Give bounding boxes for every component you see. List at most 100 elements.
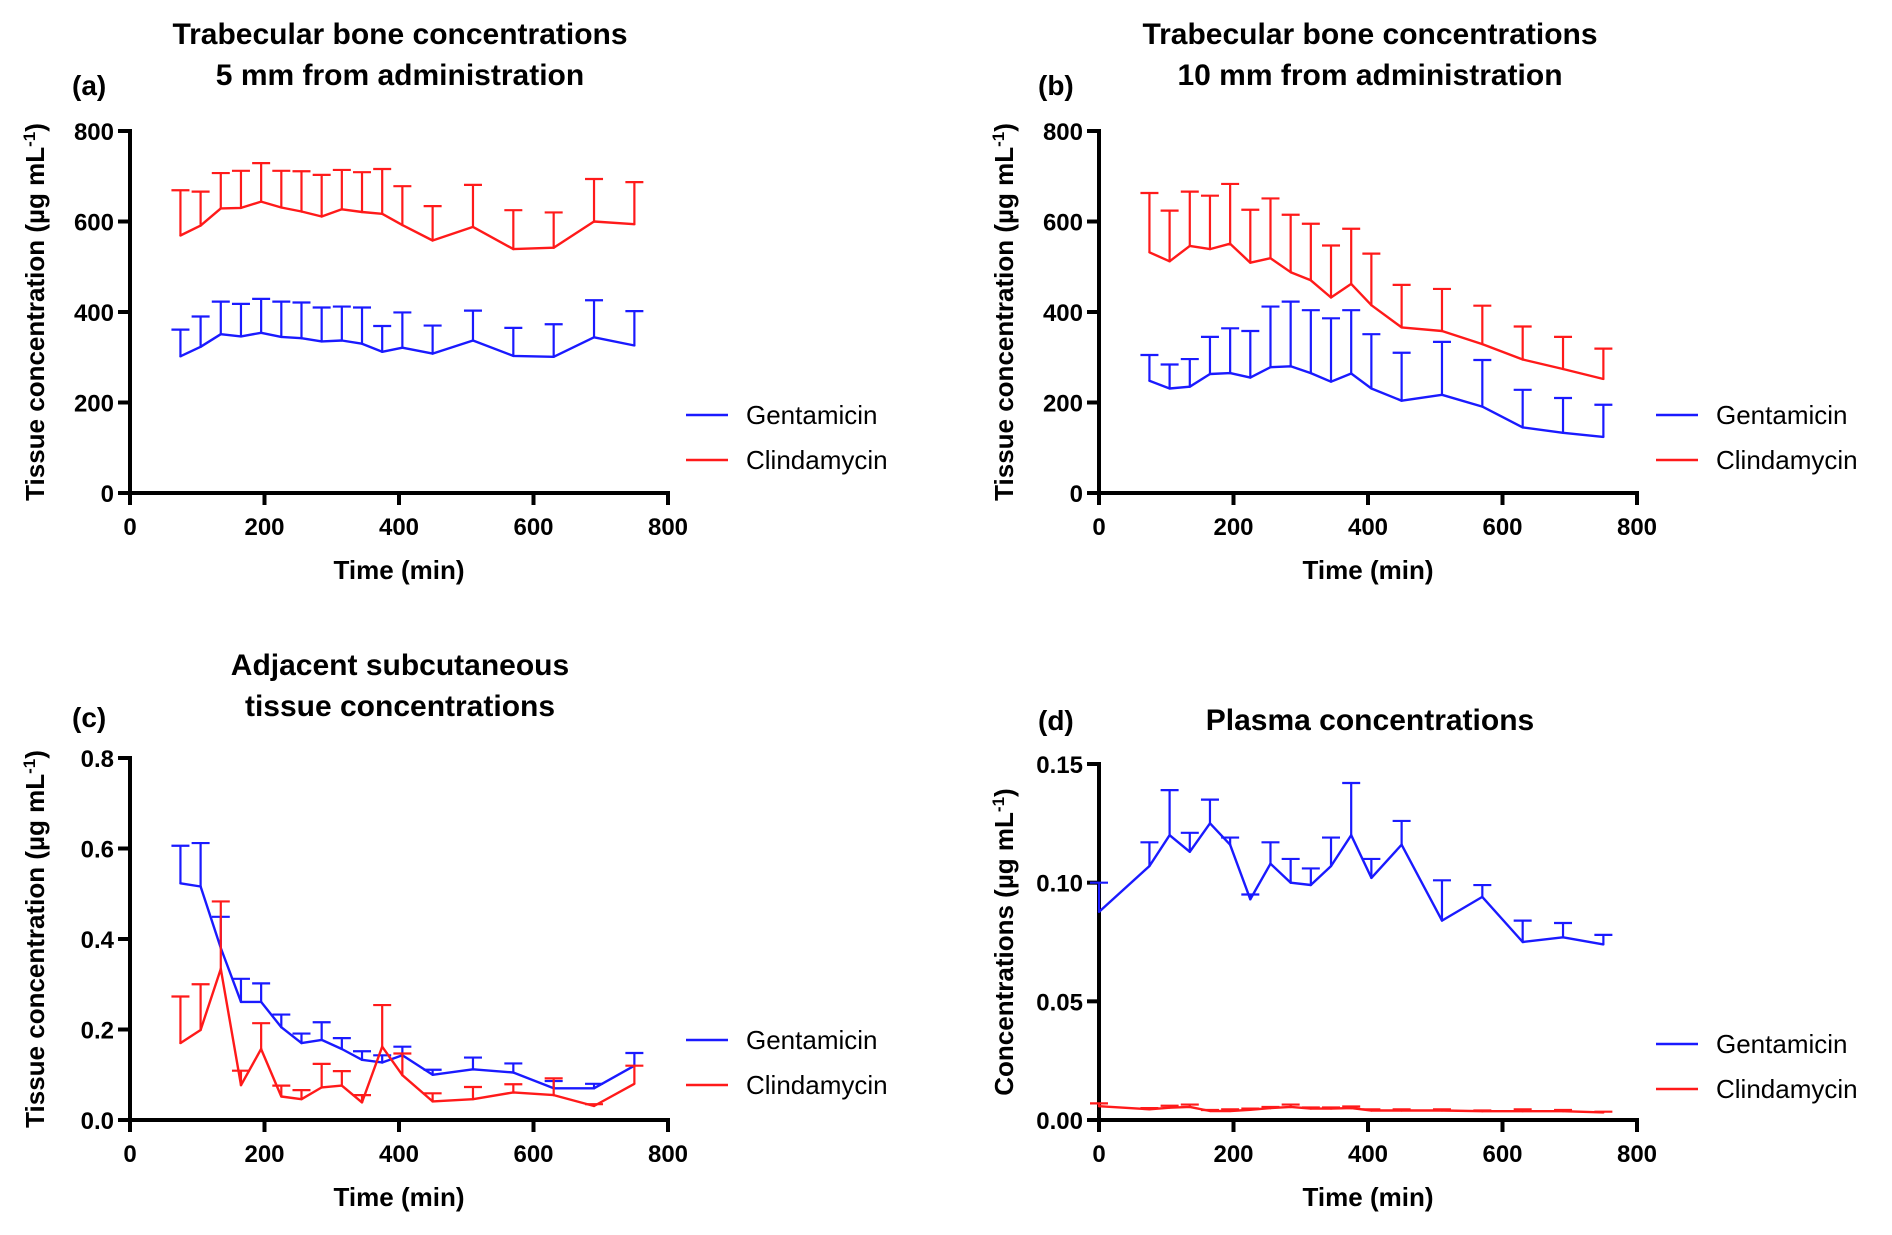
series-gentamicin (171, 297, 644, 358)
chart-title: Trabecular bone concentrations (1142, 18, 1597, 51)
chart-panel-b: Trabecular bone concentrations 10 mm from… (989, 18, 1858, 585)
data-point (1370, 1109, 1373, 1112)
data-point (592, 336, 596, 339)
data-point (1349, 282, 1353, 286)
y-tick-label: 0.10 (1036, 871, 1083, 898)
x-tick-label: 800 (648, 514, 688, 541)
y-tick-label: 0.00 (1036, 1108, 1083, 1135)
data-point (1370, 387, 1373, 390)
data-point (1208, 247, 1212, 251)
y-tick-label: 400 (74, 300, 114, 327)
x-tick-label: 0 (1092, 1141, 1105, 1168)
series-clindamycin (171, 162, 644, 251)
data-point (300, 210, 303, 213)
data-point (320, 1086, 323, 1089)
data-point (259, 331, 263, 335)
data-point (1481, 1110, 1484, 1113)
x-tick-label: 200 (244, 514, 284, 541)
legend-label-clindamycin: Clindamycin (1716, 1074, 1858, 1104)
y-tick-label: 0 (1070, 481, 1083, 508)
data-point (1400, 1109, 1403, 1112)
data-point (1269, 366, 1272, 369)
data-point (1228, 843, 1232, 846)
data-point (320, 215, 323, 218)
y-axis-label: Concentrations (µg mL-1) (989, 788, 1020, 1095)
data-point (1289, 270, 1292, 274)
y-axis-label: Tissue concentration (µg mL-1) (20, 123, 51, 501)
data-point (280, 335, 283, 339)
x-tick-label: 400 (379, 1141, 419, 1168)
data-point (219, 332, 222, 336)
y-tick-label: 0.0 (81, 1108, 114, 1135)
data-point (1289, 1105, 1292, 1109)
y-tick-label: 600 (74, 210, 114, 237)
data-point (1208, 1109, 1212, 1113)
data-point (1400, 843, 1403, 846)
data-point (1602, 1111, 1605, 1114)
data-point (1521, 940, 1524, 944)
data-point (1168, 260, 1171, 263)
data-point (1309, 883, 1313, 887)
data-point (1289, 365, 1292, 368)
data-point (360, 210, 364, 214)
data-point (592, 1104, 596, 1108)
data-point (1168, 834, 1171, 837)
data-point (239, 206, 243, 210)
y-tick-label: 0 (101, 481, 114, 508)
panel-label: (c) (72, 702, 106, 733)
data-point (1097, 910, 1101, 914)
chart-title: Adjacent subcutaneous (231, 649, 569, 682)
x-axis-label: Time (min) (334, 1182, 465, 1212)
x-tick-label: 200 (1213, 1141, 1253, 1168)
data-point (280, 1026, 283, 1029)
data-point (1309, 371, 1313, 375)
data-point (1148, 864, 1151, 868)
data-point (179, 882, 182, 885)
data-point (1521, 1110, 1524, 1113)
data-point (360, 342, 364, 345)
data-point (1188, 385, 1191, 388)
y-tick-label: 0.6 (81, 837, 114, 864)
x-tick-label: 800 (648, 1141, 688, 1168)
series-line-clindamycin (179, 200, 635, 251)
data-point (1249, 898, 1252, 901)
data-point (1440, 1109, 1444, 1112)
data-point (239, 1083, 243, 1087)
data-point (1370, 304, 1373, 307)
x-tick-label: 0 (123, 1141, 136, 1168)
legend-label-gentamicin: Gentamicin (746, 400, 878, 430)
x-tick-label: 600 (1482, 1141, 1522, 1168)
data-point (471, 1068, 475, 1071)
data-point (512, 354, 515, 358)
chart-title: 10 mm from administration (1177, 59, 1562, 92)
data-point (300, 337, 303, 340)
data-point (1329, 1107, 1333, 1110)
data-point (380, 1045, 384, 1048)
series-line-gentamicin (1098, 822, 1604, 946)
chart-title: Trabecular bone concentrations (172, 18, 627, 51)
data-point (1168, 1106, 1171, 1109)
panel-label: (a) (72, 70, 106, 101)
data-point (1148, 379, 1151, 382)
data-point (1400, 399, 1403, 402)
data-point (320, 340, 323, 343)
data-point (552, 1093, 555, 1097)
data-point (1602, 377, 1605, 381)
data-point (471, 225, 475, 229)
data-point (1228, 371, 1232, 375)
data-point (512, 247, 515, 251)
data-point (1561, 936, 1565, 939)
data-point (1561, 1110, 1565, 1113)
data-point (259, 1047, 263, 1051)
data-point (552, 246, 555, 249)
y-tick-label: 0.4 (81, 927, 115, 954)
data-point (1148, 1108, 1151, 1111)
data-point (1228, 1109, 1232, 1113)
data-point (1602, 435, 1605, 439)
data-point (1521, 426, 1524, 429)
x-tick-label: 400 (1348, 1141, 1388, 1168)
y-axis-label: Tissue concentration (µg mL-1) (20, 750, 51, 1128)
data-point (1440, 329, 1444, 333)
data-point (1481, 342, 1484, 346)
